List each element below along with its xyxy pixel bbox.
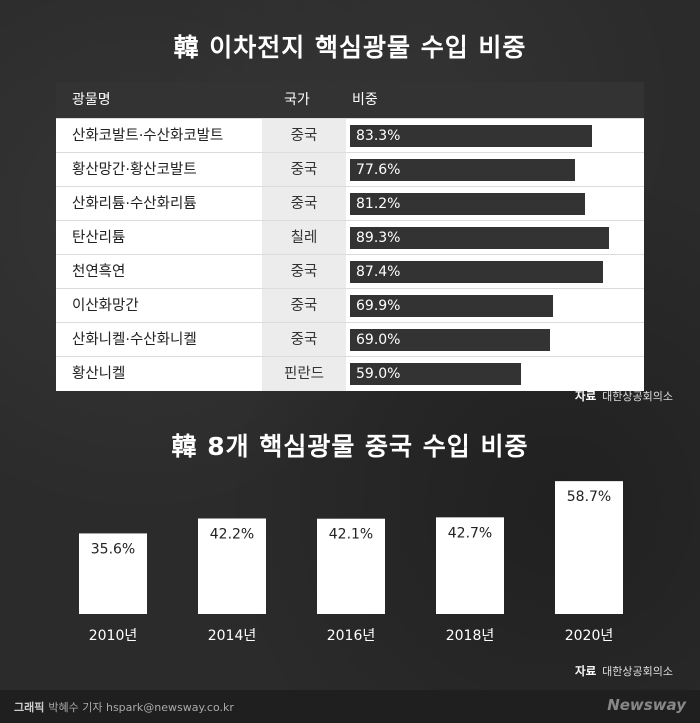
category-label: 2016년 bbox=[327, 628, 376, 644]
source-label: 자료 bbox=[575, 664, 597, 678]
share-bar: 83.3% bbox=[350, 125, 592, 147]
country: 중국 bbox=[262, 119, 346, 153]
bar-value-label: 42.7% bbox=[448, 525, 492, 541]
bar-4 bbox=[555, 481, 623, 614]
bar-value-label: 58.7% bbox=[567, 489, 611, 505]
table-row: 산화코발트·수산화코발트 중국 83.3% bbox=[56, 118, 644, 153]
share-bar: 77.6% bbox=[350, 159, 575, 181]
bar-value-label: 35.6% bbox=[91, 541, 135, 557]
table-row: 천연흑연 중국 87.4% bbox=[56, 254, 644, 289]
share-bar: 81.2% bbox=[350, 193, 585, 215]
mineral-name: 산화코발트·수산화코발트 bbox=[72, 128, 224, 144]
newsway-logo: Newsway bbox=[607, 696, 686, 714]
share-bar: 59.0% bbox=[350, 363, 521, 385]
credit: 그래픽 박혜수 기자 hspark@newsway.co.kr bbox=[14, 699, 234, 715]
bar-value-label: 42.2% bbox=[210, 526, 254, 542]
mineral-name: 탄산리튬 bbox=[72, 230, 126, 246]
country: 중국 bbox=[262, 153, 346, 187]
mineral-name: 천연흑연 bbox=[72, 264, 126, 280]
source-label: 자료 bbox=[575, 389, 597, 403]
source-note-bottom: 자료 대한상공회의소 bbox=[575, 663, 673, 679]
header-mineral: 광물명 bbox=[72, 92, 111, 108]
share-label: 59.0% bbox=[356, 366, 401, 382]
mineral-name: 이산화망간 bbox=[72, 298, 139, 314]
mineral-name: 산화니켈·수산화니켈 bbox=[72, 332, 197, 348]
source-note-top: 자료 대한상공회의소 bbox=[575, 388, 673, 404]
table-row: 산화리튬·수산화리튬 중국 81.2% bbox=[56, 186, 644, 221]
share-label: 69.9% bbox=[356, 298, 401, 314]
country: 중국 bbox=[262, 289, 346, 323]
bar-3 bbox=[436, 517, 504, 614]
source-value: 대한상공회의소 bbox=[602, 390, 674, 403]
bar-0 bbox=[79, 533, 147, 614]
country: 칠레 bbox=[262, 221, 346, 255]
category-label: 2020년 bbox=[565, 628, 614, 644]
table-header: 광물명 국가 비중 bbox=[56, 82, 644, 118]
country: 핀란드 bbox=[262, 357, 346, 391]
credit-text: 박혜수 기자 hspark@newsway.co.kr bbox=[48, 701, 234, 714]
bar-2 bbox=[317, 518, 385, 614]
china-share-bar-chart: 35.6% 2010년 42.2% 2014년 42.1% 2016년 42.7% 2018년… bbox=[79, 481, 623, 644]
table-row: 이산화망간 중국 69.9% bbox=[56, 288, 644, 323]
share-label: 83.3% bbox=[356, 128, 401, 144]
bar-value-label: 42.1% bbox=[329, 527, 373, 543]
minerals-table: 광물명 국가 비중 산화코발트·수산화코발트 중국 83.3% 황산망간·황산코발트 중… bbox=[56, 82, 644, 391]
chart-title-top: 韓 이차전지 핵심광물 수입 비중 bbox=[173, 33, 527, 62]
share-bar: 69.0% bbox=[350, 329, 550, 351]
header-share: 비중 bbox=[352, 92, 378, 108]
source-value: 대한상공회의소 bbox=[602, 665, 674, 678]
country: 중국 bbox=[262, 187, 346, 221]
header-country: 국가 bbox=[284, 92, 310, 108]
country: 중국 bbox=[262, 323, 346, 357]
table-row: 산화니켈·수산화니켈 중국 69.0% bbox=[56, 322, 644, 357]
mineral-name: 산화리튬·수산화리튬 bbox=[72, 196, 197, 212]
mineral-name: 황산니켈 bbox=[72, 366, 126, 382]
share-bar: 69.9% bbox=[350, 295, 553, 317]
country: 중국 bbox=[262, 255, 346, 289]
footer-bar: 그래픽 박혜수 기자 hspark@newsway.co.kr Newsway bbox=[0, 690, 700, 723]
share-label: 69.0% bbox=[356, 332, 401, 348]
table-row: 황산니켈 핀란드 59.0% bbox=[56, 356, 644, 391]
share-label: 77.6% bbox=[356, 162, 401, 178]
chart-title-bottom: 韓 8개 핵심광물 중국 수입 비중 bbox=[171, 432, 529, 461]
category-label: 2018년 bbox=[446, 628, 495, 644]
mineral-name: 황산망간·황산코발트 bbox=[72, 162, 197, 178]
share-bar: 89.3% bbox=[350, 227, 609, 249]
category-label: 2014년 bbox=[208, 628, 257, 644]
table-row: 황산망간·황산코발트 중국 77.6% bbox=[56, 152, 644, 187]
share-label: 89.3% bbox=[356, 230, 401, 246]
share-bar: 87.4% bbox=[350, 261, 603, 283]
table-row: 탄산리튬 칠레 89.3% bbox=[56, 220, 644, 255]
share-label: 87.4% bbox=[356, 264, 401, 280]
share-label: 81.2% bbox=[356, 196, 401, 212]
credit-label: 그래픽 bbox=[14, 701, 45, 714]
category-label: 2010년 bbox=[89, 628, 138, 644]
bar-1 bbox=[198, 518, 266, 614]
